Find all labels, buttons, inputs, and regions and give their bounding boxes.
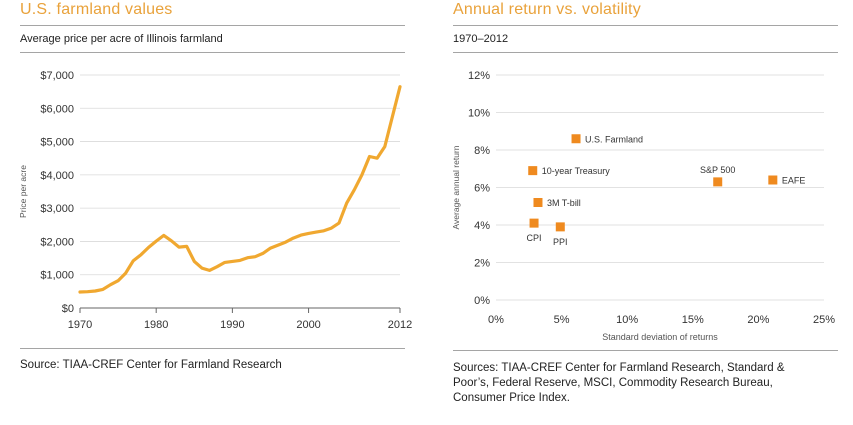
y-tick-label: 2%	[474, 258, 490, 270]
sources-note: Sources: TIAA-CREF Center for Farmland R…	[453, 362, 785, 404]
point-label: U.S. Farmland	[585, 134, 643, 144]
return-volatility-scatter: 0% 2% 4% 6% 8% 10% 12% 0% 5% 10% 15% 20% 25% Standard…	[451, 70, 835, 342]
source-note: Source: TIAA-CREF Center for Farmland Re…	[20, 359, 282, 371]
scatter-point	[768, 175, 778, 185]
x-tick-label: 1990	[220, 319, 244, 331]
point-label: S&P 500	[700, 165, 735, 175]
point-label: EAFE	[782, 176, 806, 186]
x-tick-label: 25%	[813, 314, 835, 326]
y-tick-label: $5,000	[40, 137, 74, 149]
title-rule	[453, 25, 838, 26]
y-tick-label: 0%	[474, 295, 490, 307]
scatter-point	[571, 134, 581, 144]
point-label: 10-year Treasury	[542, 166, 611, 176]
return-volatility-panel: Annual return vs. volatility 1970–2012 0…	[451, 0, 838, 425]
y-tick-label: $0	[62, 303, 74, 315]
farmland-price-line	[78, 85, 402, 294]
scatter-point	[529, 218, 539, 228]
x-tick-label: 2012	[388, 319, 412, 331]
point-label: CPI	[527, 233, 542, 243]
source-rule	[20, 348, 405, 349]
scatter-point	[713, 177, 723, 187]
title-rule	[20, 25, 405, 26]
point-label: PPI	[553, 237, 568, 247]
y-tick-label: $2,000	[40, 236, 74, 248]
y-tick-label: 4%	[474, 220, 490, 232]
point-label: 3M T-bill	[547, 198, 581, 208]
scatter-point	[555, 222, 565, 232]
scatter-point	[528, 166, 538, 176]
x-tick-label: 2000	[296, 319, 320, 331]
subtitle-rule	[453, 52, 838, 53]
y-tick-label: 6%	[474, 183, 490, 195]
x-axis-label: Standard deviation of returns	[602, 332, 718, 342]
y-tick-label: 12%	[468, 70, 490, 82]
panel-title: Annual return vs. volatility	[453, 1, 641, 18]
x-tick-label: 15%	[682, 314, 704, 326]
x-tick-label: 20%	[747, 314, 769, 326]
subtitle-rule	[20, 52, 405, 53]
y-tick-label: $4,000	[40, 170, 74, 182]
x-tick-label: 10%	[616, 314, 638, 326]
x-tick-label: 5%	[554, 314, 570, 326]
farmland-line-chart: $0 $1,000 $2,000 $3,000 $4,000 $5,000 $6,000 $7…	[18, 70, 412, 331]
y-tick-label: $1,000	[40, 270, 74, 282]
y-axis-label: Average annual return	[451, 145, 461, 229]
y-tick-label: $3,000	[40, 203, 74, 215]
y-axis-label: Price per acre	[18, 165, 28, 218]
farmland-values-panel: U.S. farmland values Average price per a…	[18, 0, 412, 425]
y-tick-label: 8%	[474, 145, 490, 157]
panel-subtitle: Average price per acre of Illinois farml…	[20, 33, 223, 45]
y-tick-label: 10%	[468, 108, 490, 120]
scatter-point	[533, 198, 543, 207]
panel-title: U.S. farmland values	[20, 1, 173, 18]
source-rule	[453, 350, 838, 351]
y-tick-label: $6,000	[40, 103, 74, 115]
x-tick-label: 0%	[488, 314, 504, 326]
x-tick-label: 1970	[68, 319, 92, 331]
y-tick-label: $7,000	[40, 70, 74, 82]
panel-subtitle: 1970–2012	[453, 33, 509, 45]
x-tick-label: 1980	[144, 319, 168, 331]
